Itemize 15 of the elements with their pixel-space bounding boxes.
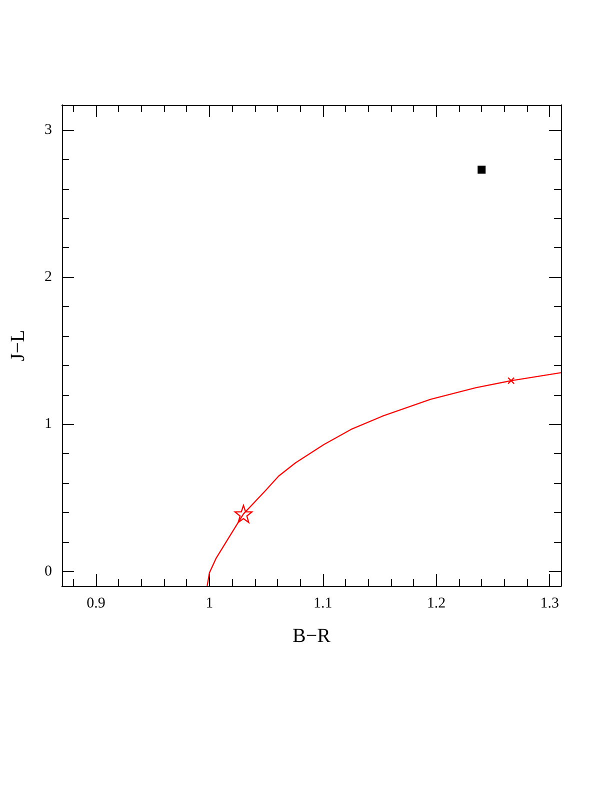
y-tick-label: 3 — [44, 122, 52, 138]
line-series — [206, 372, 562, 587]
x-tick-label: 0.9 — [86, 596, 106, 612]
x-tick-label: 1 — [206, 596, 214, 612]
y-axis-title: J−L — [7, 330, 29, 362]
point — [478, 166, 486, 174]
y-tick-label: 0 — [44, 563, 52, 580]
x-tick-label: 1.2 — [426, 596, 446, 612]
x-tick-label: 1.3 — [540, 596, 560, 612]
x-axis-title: B−R — [292, 625, 332, 647]
point — [508, 377, 515, 384]
y-tick-label: 1 — [44, 416, 52, 432]
x-tick-label: 1.1 — [313, 596, 332, 612]
y-tick-label: 2 — [44, 269, 52, 286]
point — [234, 504, 253, 524]
